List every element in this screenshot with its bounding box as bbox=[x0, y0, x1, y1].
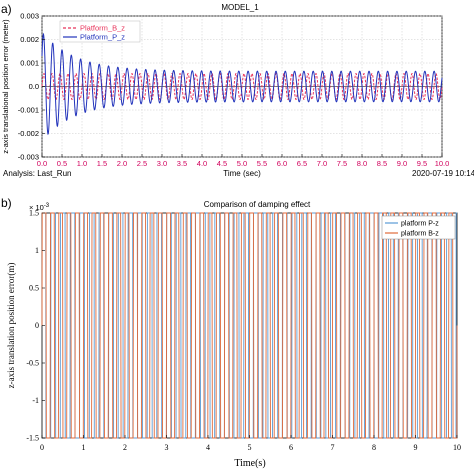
x-tick-label: 1.5 bbox=[97, 159, 107, 168]
x-tick-label: 9.5 bbox=[417, 159, 427, 168]
x-tick-label: 2.0 bbox=[117, 159, 127, 168]
x-tick-label: 9.0 bbox=[397, 159, 407, 168]
x-tick-label: 4.5 bbox=[217, 159, 227, 168]
x-tick-label: 3 bbox=[165, 443, 169, 452]
y-exponent-b: × 10-3 bbox=[29, 203, 50, 212]
x-tick-label: 7.5 bbox=[337, 159, 347, 168]
y-tick-label: 0.001 bbox=[20, 59, 39, 68]
chart-panel-a: a) MODEL_1 0.0 0.5 1.0 1.5 2.0 2.5 3.0 3.5 4.0 4.… bbox=[1, 2, 474, 178]
y-tick-labels-a: -0.003 -0.002 -0.001 0.0 0.001 0.002 0.003 bbox=[18, 12, 45, 162]
footer-analysis-label: Analysis: Last_Run bbox=[3, 169, 71, 178]
legend-label-platform-p-z: Platform_P_z bbox=[80, 33, 125, 42]
y-tick-label: 0.5 bbox=[29, 284, 39, 293]
chart-title-b: Comparison of damping effect bbox=[204, 200, 311, 209]
x-tick-label: 1 bbox=[82, 443, 86, 452]
y-tick-label: -0.003 bbox=[18, 153, 39, 162]
y-tick-label: 1.5 bbox=[29, 209, 39, 218]
x-tick-label: 10.0 bbox=[435, 159, 450, 168]
x-tick-label: 5.0 bbox=[237, 159, 247, 168]
y-tick-label: -0.002 bbox=[18, 129, 39, 138]
legend-b: platform P-z platform B-z bbox=[381, 215, 456, 240]
y-axis-label-a: z-axis translational position error (met… bbox=[1, 19, 10, 154]
x-tick-label: 7 bbox=[331, 443, 335, 452]
x-tick-label: 9 bbox=[414, 443, 418, 452]
series-line-platform-b-z bbox=[41, 212, 458, 439]
x-axis-label-a: Time (sec) bbox=[223, 169, 261, 178]
y-axis-label-b: z-axis translation position error(m) bbox=[6, 263, 16, 389]
x-tick-label: 6 bbox=[289, 443, 293, 452]
x-tick-label: 10 bbox=[453, 443, 461, 452]
legend-box-a bbox=[59, 20, 141, 43]
x-tick-label: 2 bbox=[123, 443, 127, 452]
series-line-platform-b-z bbox=[41, 72, 443, 101]
x-tick-label: 4 bbox=[206, 443, 210, 452]
y-tick-label: -1 bbox=[32, 396, 39, 405]
x-tick-label: 1.0 bbox=[77, 159, 87, 168]
y-tick-label: 1 bbox=[35, 246, 39, 255]
x-tick-label: 6.5 bbox=[297, 159, 307, 168]
x-tick-label: 8.0 bbox=[357, 159, 367, 168]
series-group-a bbox=[41, 32, 443, 136]
legend-a: Platform_B_z Platform_P_z bbox=[59, 20, 141, 43]
legend-label-platform-b-z: platform B-z bbox=[401, 231, 439, 238]
panel-label-a: a) bbox=[1, 2, 12, 16]
y-tick-label: 0.002 bbox=[20, 35, 39, 44]
footer-timestamp: 2020-07-19 10:14:1 bbox=[412, 169, 474, 178]
x-tick-label: 5.5 bbox=[257, 159, 267, 168]
x-tick-label: 6.0 bbox=[277, 159, 287, 168]
panel-label-b: b) bbox=[1, 196, 12, 210]
legend-label-platform-p-z: platform P-z bbox=[401, 221, 439, 228]
x-tick-label: 3.5 bbox=[177, 159, 187, 168]
x-axis-label-b: Time(s) bbox=[234, 458, 265, 469]
x-tick-label: 3.0 bbox=[157, 159, 167, 168]
series-line-platform-p-z bbox=[41, 32, 443, 136]
x-tick-labels-b: 0 1 2 3 4 5 6 7 8 9 10 bbox=[40, 435, 461, 452]
y-tick-label: 0 bbox=[35, 321, 39, 330]
y-tick-label: 0.003 bbox=[20, 12, 39, 21]
y-tick-label: -1.5 bbox=[26, 434, 39, 443]
x-tick-labels-a: 0.0 0.5 1.0 1.5 2.0 2.5 3.0 3.5 4.0 4.5 5.0 5.5 6.0 6… bbox=[37, 154, 450, 168]
x-tick-label: 2.5 bbox=[137, 159, 147, 168]
series-group-b bbox=[41, 212, 458, 439]
x-tick-label: 5 bbox=[248, 443, 252, 452]
chart-title-a: MODEL_1 bbox=[221, 3, 259, 12]
legend-box-b bbox=[381, 215, 456, 240]
x-tick-label: 0.5 bbox=[57, 159, 67, 168]
x-tick-label: 8 bbox=[372, 443, 376, 452]
y-tick-label: -0.001 bbox=[18, 106, 39, 115]
x-tick-label: 0.0 bbox=[37, 159, 47, 168]
y-tick-label: 0.0 bbox=[29, 82, 39, 91]
x-tick-label: 4.0 bbox=[197, 159, 207, 168]
y-tick-label: -0.5 bbox=[26, 359, 39, 368]
legend-label-platform-b-z: Platform_B_z bbox=[80, 24, 125, 33]
chart-panel-b: b) Comparison of damping effect × 10-3 0… bbox=[1, 196, 461, 469]
y-tick-labels-b: -1.5 -1 -0.5 0 0.5 1 1.5 bbox=[26, 209, 45, 443]
x-tick-label: 0 bbox=[40, 443, 44, 452]
x-tick-label: 8.5 bbox=[377, 159, 387, 168]
x-tick-label: 7.0 bbox=[317, 159, 327, 168]
